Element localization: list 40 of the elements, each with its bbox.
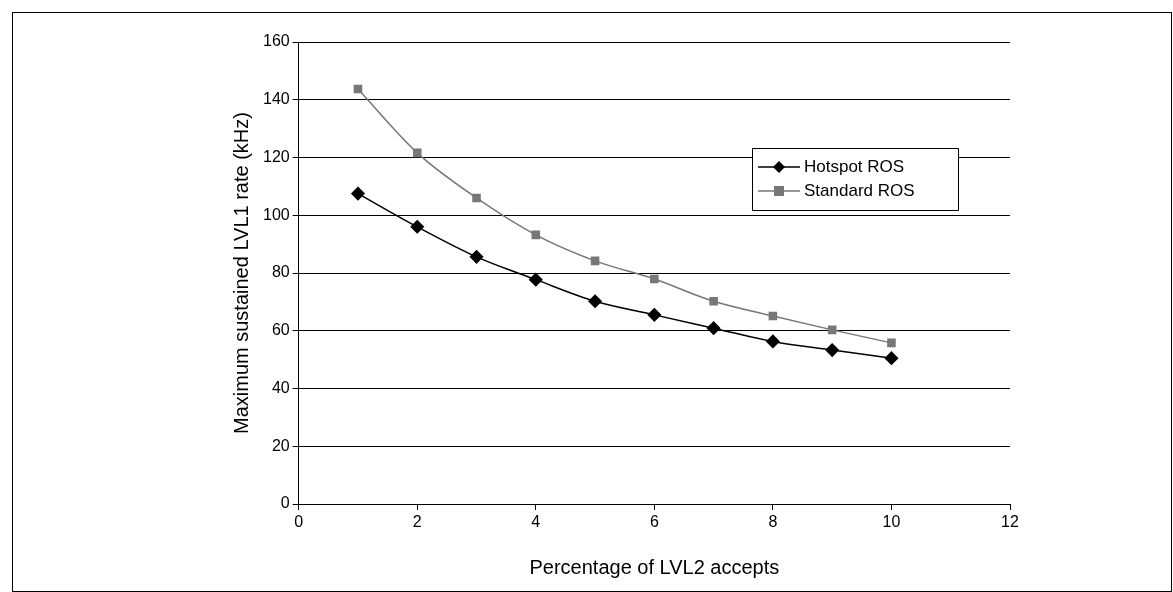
point bbox=[469, 250, 484, 264]
y-tick-label: 20 bbox=[271, 436, 290, 454]
point bbox=[827, 325, 837, 335]
point bbox=[825, 343, 839, 357]
point bbox=[766, 334, 780, 349]
point bbox=[709, 297, 718, 306]
point bbox=[650, 274, 659, 284]
x-tick-label: 8 bbox=[768, 513, 778, 531]
point bbox=[887, 338, 896, 348]
point bbox=[412, 148, 422, 158]
x-tick-label: 12 bbox=[1001, 513, 1019, 531]
x-tick-label: 2 bbox=[412, 513, 422, 531]
y-tick-label: 60 bbox=[271, 321, 290, 339]
point bbox=[706, 321, 721, 335]
point bbox=[531, 230, 541, 240]
point bbox=[472, 193, 481, 203]
y-tick-label: 100 bbox=[262, 205, 290, 223]
x-tick-label: 6 bbox=[649, 513, 659, 531]
y-tick-label: 80 bbox=[271, 263, 290, 281]
y-tick-label: 160 bbox=[262, 32, 290, 50]
y-tick-label: 40 bbox=[271, 378, 290, 396]
x-axis-title: Percentage of LVL2 accepts bbox=[529, 555, 780, 578]
y-tick-label: 0 bbox=[280, 494, 290, 512]
y-tick-label: 120 bbox=[262, 147, 290, 165]
point bbox=[353, 84, 363, 94]
point bbox=[410, 220, 424, 234]
x-tick-label: 4 bbox=[531, 513, 541, 531]
legend-label: Standard ROS bbox=[804, 180, 915, 200]
point bbox=[529, 272, 543, 287]
point bbox=[768, 311, 778, 321]
point bbox=[590, 256, 600, 266]
x-tick-label: 10 bbox=[882, 513, 901, 531]
point bbox=[884, 351, 899, 365]
y-tick-label: 140 bbox=[262, 90, 290, 108]
x-tick-label: 0 bbox=[294, 513, 304, 531]
point bbox=[588, 294, 602, 309]
legend-label: Hotspot ROS bbox=[804, 156, 905, 176]
point bbox=[647, 308, 662, 322]
y-axis-title: Maximum sustained LVL1 rate (kHz) bbox=[229, 112, 252, 434]
point bbox=[351, 186, 365, 201]
